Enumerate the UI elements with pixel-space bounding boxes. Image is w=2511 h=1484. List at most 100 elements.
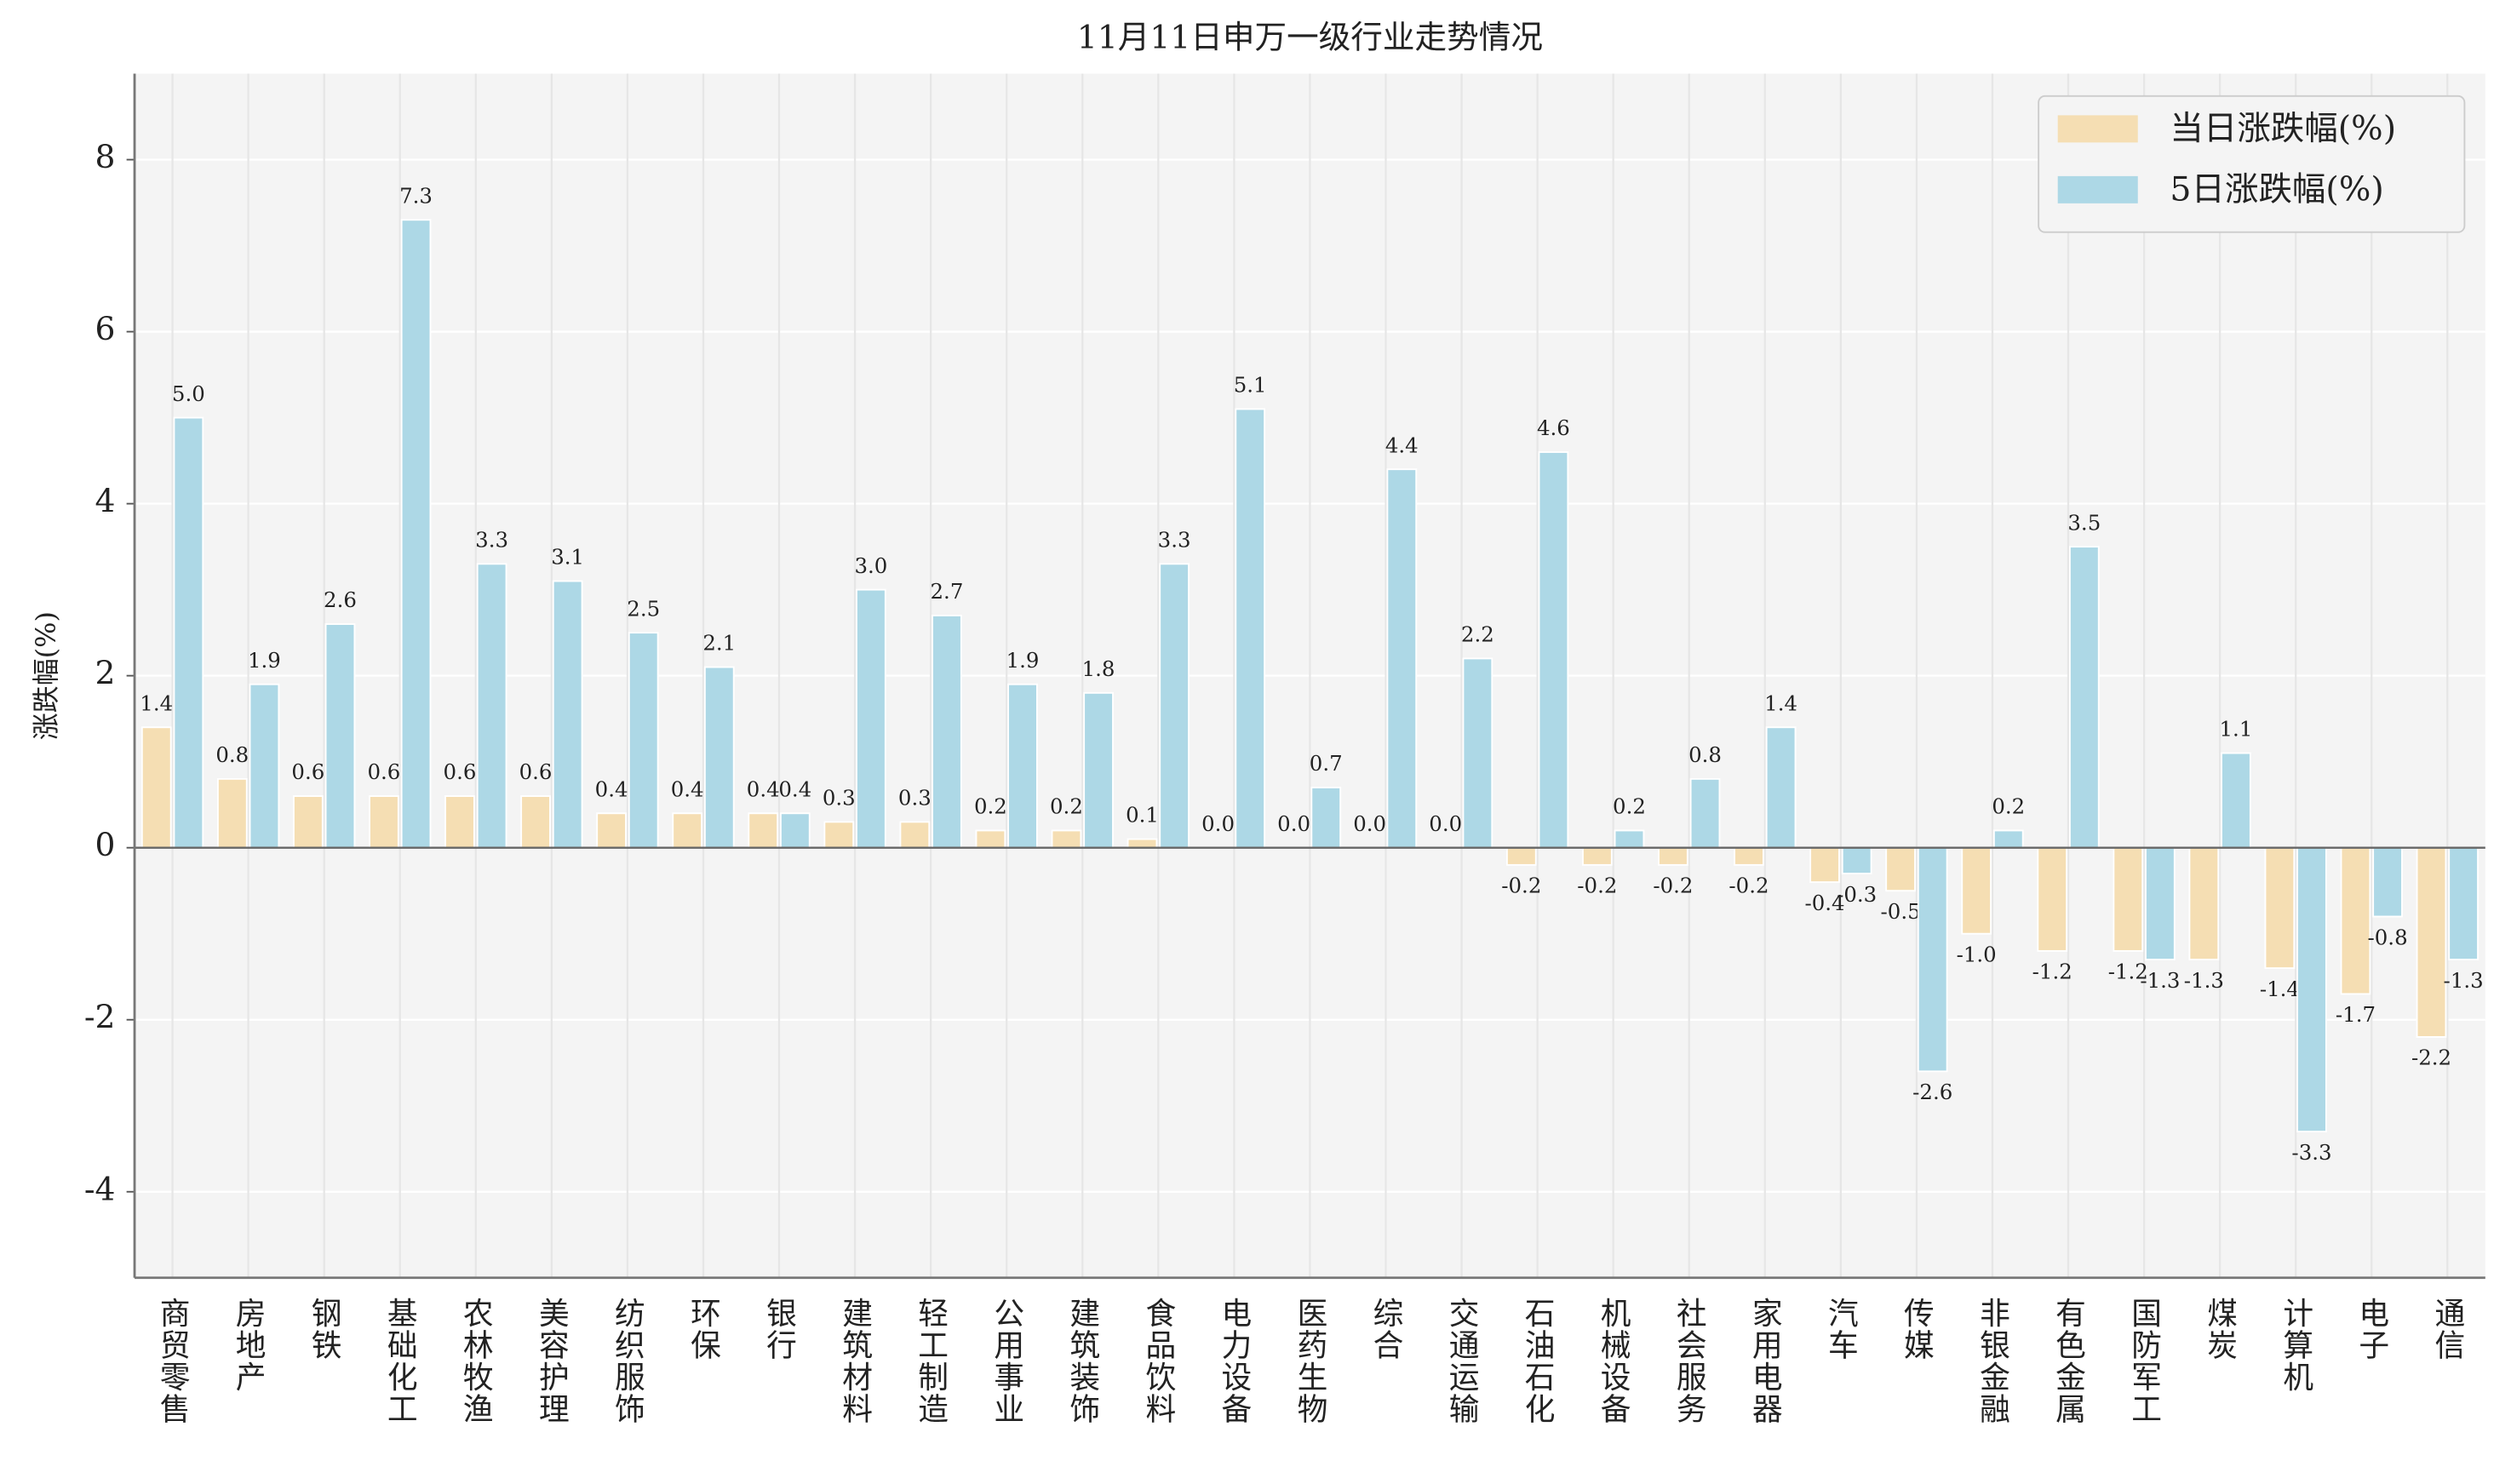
y-tick-label: 6: [95, 310, 116, 347]
bar: [1841, 846, 1872, 874]
legend-label: 5日涨跌幅(%): [2170, 170, 2383, 209]
value-label: 0.0: [1201, 811, 1235, 836]
value-label: -1.3: [2184, 968, 2224, 993]
value-label: -2.2: [2411, 1046, 2451, 1070]
x-tick-label: 非银金融: [1975, 1297, 2009, 1424]
bar: [1734, 846, 1764, 866]
x-tick-label: 石油石化: [1520, 1297, 1555, 1424]
y-tick-label: -4: [84, 1170, 116, 1207]
value-label: -0.2: [1728, 874, 1769, 898]
bar: [779, 812, 811, 849]
x-tick-label: 电力设备: [1217, 1297, 1252, 1424]
bar: [628, 632, 659, 849]
bar: [2448, 846, 2479, 960]
bar: [369, 795, 399, 849]
value-label: -0.5: [1881, 899, 1921, 924]
x-tick-label: 交通运输: [1444, 1297, 1479, 1424]
y-tick-label: 8: [95, 138, 116, 175]
y-tick-label: -2: [84, 998, 116, 1035]
bar: [293, 795, 324, 849]
value-label: -1.2: [2108, 960, 2148, 984]
value-label: 0.3: [898, 786, 932, 811]
bar: [856, 588, 886, 849]
value-label: 7.3: [399, 183, 433, 208]
bar: [520, 795, 551, 849]
x-tick-label: 建筑装饰: [1065, 1297, 1100, 1424]
y-tick-label: 0: [95, 826, 116, 863]
x-tick-label: 家用电器: [1747, 1297, 1782, 1424]
bar: [1582, 846, 1613, 866]
bar: [1386, 468, 1418, 849]
value-label: 0.0: [1353, 811, 1386, 836]
bar: [2372, 846, 2403, 918]
y-axis-label: 涨跌幅(%): [30, 611, 62, 740]
bar: [1961, 846, 1992, 935]
chart-title: 11月11日申万一级行业走势情况: [1077, 19, 1543, 56]
value-label: 0.8: [215, 742, 249, 767]
x-tick-label: 计算机: [2279, 1297, 2313, 1393]
value-label: -0.3: [1837, 882, 1877, 907]
value-label: 2.2: [1461, 622, 1494, 647]
bar: [823, 821, 855, 849]
bar: [1051, 829, 1082, 849]
value-label: 0.6: [291, 759, 324, 784]
bar: [2221, 752, 2251, 849]
x-tick-label: 建筑材料: [838, 1297, 873, 1424]
value-label: 0.7: [1310, 751, 1343, 776]
value-label: 0.4: [595, 776, 628, 801]
value-label: 1.4: [140, 690, 173, 715]
bar: [216, 777, 248, 849]
value-label: -1.2: [2032, 960, 2072, 984]
value-label: -1.3: [2140, 968, 2180, 993]
bar: [703, 666, 735, 849]
value-label: 0.2: [1050, 794, 1083, 819]
value-label: -0.2: [1653, 874, 1693, 898]
value-label: -2.6: [1912, 1080, 1952, 1104]
bar: [1614, 829, 1645, 849]
value-label: 2.1: [702, 631, 736, 656]
x-tick-label: 农林牧渔: [458, 1297, 493, 1424]
bar: [748, 812, 779, 849]
bar: [2037, 846, 2068, 952]
value-label: 3.5: [2067, 510, 2101, 535]
value-label: 0.8: [1688, 742, 1722, 767]
value-label: 0.6: [519, 759, 553, 784]
bar: [173, 416, 204, 849]
bar: [1689, 777, 1721, 849]
value-label: 0.4: [778, 776, 811, 801]
value-label: 0.4: [671, 776, 704, 801]
x-tick-label: 煤炭: [2203, 1297, 2238, 1361]
value-label: -1.4: [2260, 977, 2300, 1001]
bar: [596, 812, 627, 849]
value-label: -3.3: [2291, 1140, 2331, 1165]
x-tick-label: 轻工制造: [914, 1297, 949, 1424]
bar: [1007, 683, 1038, 849]
value-label: 0.0: [1277, 811, 1310, 836]
legend-swatch: [2057, 115, 2138, 143]
x-tick-label: 国防军工: [2127, 1297, 2162, 1424]
bar: [140, 726, 172, 849]
bar: [1159, 563, 1190, 849]
bar: [899, 821, 931, 849]
x-tick-label: 环保: [685, 1297, 720, 1361]
value-label: -0.2: [1577, 874, 1617, 898]
value-label: -1.3: [2444, 968, 2484, 993]
value-label: 0.6: [444, 759, 477, 784]
bar: [1083, 691, 1114, 849]
value-label: 2.6: [324, 587, 357, 612]
bar: [552, 580, 583, 849]
value-label: 1.8: [1082, 656, 1115, 681]
bar: [2113, 846, 2144, 952]
x-tick-label: 综合: [1368, 1297, 1403, 1361]
bar: [2264, 846, 2296, 970]
x-tick-label: 钢铁: [307, 1297, 341, 1361]
bar: [249, 683, 280, 849]
value-label: 1.4: [1764, 690, 1797, 715]
bar: [324, 623, 356, 849]
x-tick-label: 公用事业: [989, 1297, 1024, 1424]
value-label: 2.5: [627, 596, 660, 621]
x-tick-label: 商贸零售: [155, 1297, 190, 1424]
x-tick-label: 房地产: [231, 1297, 266, 1393]
bar: [932, 614, 962, 849]
